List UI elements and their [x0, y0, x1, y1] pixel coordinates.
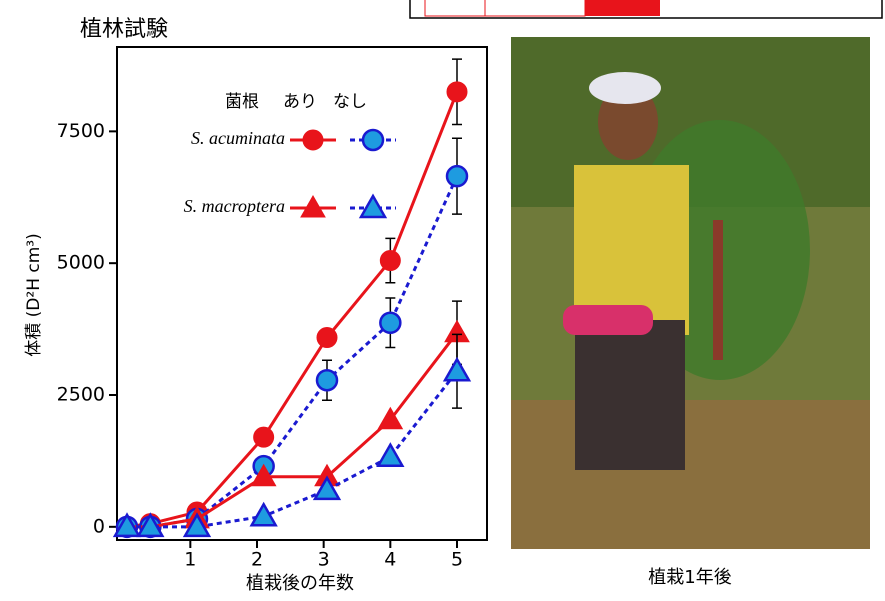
page: 植林試験 植栽後の年数 体積 (D²H cm³) 植栽1年後 0 2500 5000…	[0, 0, 885, 601]
photo-ground	[511, 400, 870, 549]
marker	[380, 251, 400, 271]
y-axis-label: 体積 (D²H cm³)	[24, 233, 44, 356]
x-tick-label: 5	[451, 549, 463, 571]
y-tick-label: 7500	[57, 120, 105, 142]
legend-column: なし	[333, 92, 367, 112]
photo-bag	[563, 305, 653, 335]
marker	[447, 166, 467, 186]
marker	[303, 130, 323, 150]
marker	[254, 427, 274, 447]
photo-stake	[713, 220, 723, 360]
photo-cap	[589, 72, 661, 104]
legend-label: S. macroptera	[184, 196, 285, 216]
marker	[447, 82, 467, 102]
x-tick-label: 2	[251, 549, 263, 571]
photo-legs	[575, 320, 685, 470]
photo-caption: 植栽1年後	[648, 567, 731, 588]
box-cell	[585, 0, 660, 16]
photo	[511, 37, 870, 549]
x-tick-label: 4	[384, 549, 396, 571]
marker	[363, 130, 383, 150]
x-axis-label: 植栽後の年数	[246, 573, 354, 594]
plot-frame	[117, 47, 487, 540]
x-tick-label: 1	[184, 549, 196, 571]
legend-column: あり	[283, 92, 317, 112]
box-cell	[485, 0, 585, 16]
box-cell	[425, 0, 485, 16]
legend-title: 菌根	[225, 92, 259, 112]
legend-label: S. acuminata	[191, 128, 285, 148]
marker	[380, 313, 400, 333]
marker	[252, 504, 276, 525]
series-line	[127, 176, 457, 527]
marker	[317, 328, 337, 348]
y-tick-label: 0	[93, 515, 105, 537]
series-line	[127, 92, 457, 527]
marker	[317, 370, 337, 390]
top-box	[410, 0, 882, 18]
marker	[445, 359, 469, 380]
x-tick-label: 3	[318, 549, 330, 571]
chart-title: 植林試験	[80, 17, 168, 42]
y-tick-label: 5000	[57, 252, 105, 274]
y-tick-label: 2500	[57, 384, 105, 406]
